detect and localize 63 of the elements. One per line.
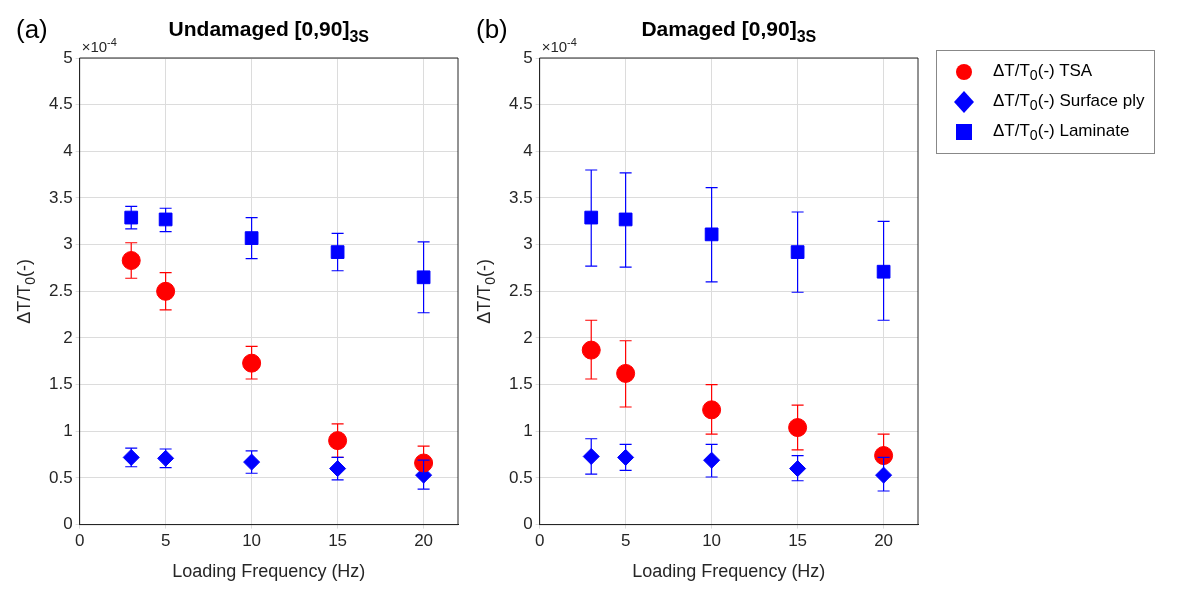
y-tick-label: 0 <box>63 514 73 534</box>
point <box>616 363 636 383</box>
y-tick-label: 4.5 <box>508 94 533 114</box>
legend-label: ΔT/T$_{0}$(-) Laminate <box>993 120 1130 144</box>
y-tick-label: 2.5 <box>48 280 73 300</box>
point <box>618 212 633 227</box>
y-tick-label: 0.5 <box>508 467 533 487</box>
point <box>416 270 431 285</box>
x-tick-label: 10 <box>702 531 722 551</box>
point <box>328 431 348 451</box>
point <box>124 210 139 225</box>
legend-label: ΔT/T$_{0}$(-) Surface ply <box>993 90 1145 114</box>
y-tick-label: 3.5 <box>48 187 73 207</box>
x-tick-label: 5 <box>160 531 171 551</box>
point <box>244 231 259 245</box>
x-axis-title: Loading Frequency (Hz) <box>632 561 826 581</box>
x-tick-label: 20 <box>874 531 894 551</box>
y-tick-label: 3.5 <box>508 187 533 207</box>
point <box>242 353 262 373</box>
y-tick-label: 0 <box>523 514 533 534</box>
point <box>581 340 601 360</box>
point <box>875 466 893 484</box>
y-axis-title: ΔT/T0(-) <box>474 258 499 324</box>
y-tick-label: 4.5 <box>48 94 73 114</box>
x-tick-label: 15 <box>328 531 348 551</box>
point <box>121 251 141 270</box>
point <box>158 212 173 227</box>
point <box>617 448 635 466</box>
point <box>876 264 891 279</box>
point <box>584 210 599 225</box>
point <box>582 447 600 465</box>
y-tick-label: 2 <box>63 327 73 347</box>
y-tick-label: 5 <box>523 47 533 67</box>
point <box>330 245 345 259</box>
y-tick-label: 1.5 <box>508 374 533 394</box>
point <box>329 460 347 478</box>
y-axis-title: ΔT/T0(-) <box>14 258 39 324</box>
y-tick-label: 4 <box>63 141 73 161</box>
y-tick-label: 5 <box>63 47 73 67</box>
x-tick-label: 20 <box>414 531 434 551</box>
point <box>790 245 805 259</box>
point <box>702 400 722 420</box>
y-tick-label: 1 <box>63 420 73 440</box>
x-axis-title: Loading Frequency (Hz) <box>172 561 366 581</box>
point <box>704 227 719 242</box>
x-tick-label: 15 <box>788 531 808 551</box>
y-tick-label: 1 <box>523 420 533 440</box>
point <box>156 281 176 301</box>
y-tick-label: 0.5 <box>48 467 73 487</box>
y-tick-label: 2 <box>523 327 533 347</box>
point <box>703 451 721 469</box>
y-tick-label: 3 <box>523 234 533 254</box>
y-tick-label: 3 <box>63 234 73 254</box>
point <box>789 460 807 478</box>
y-tick-label: 1.5 <box>48 374 73 394</box>
y-tick-label: 2.5 <box>508 280 533 300</box>
text: (a) <box>16 14 48 44</box>
x-tick-label: 5 <box>620 531 631 551</box>
text: (b) <box>476 14 508 44</box>
point <box>788 418 808 438</box>
x-tick-label: 10 <box>242 531 262 551</box>
y-tick-label: 4 <box>523 141 533 161</box>
legend-label: ΔT/T$_{0}$(-) TSA <box>993 60 1093 84</box>
